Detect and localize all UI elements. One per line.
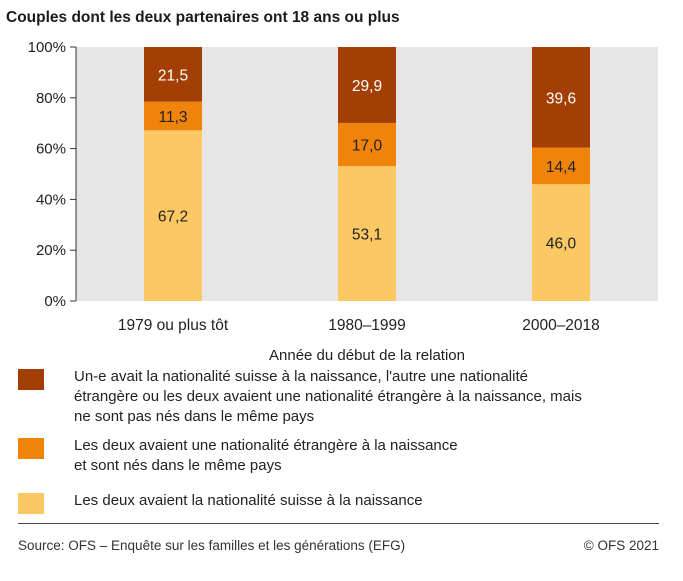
bar-segment (144, 130, 202, 301)
y-tick-label: 60% (36, 141, 66, 158)
chart-title: Couples dont les deux partenaires ont 18… (6, 9, 400, 26)
y-tick-label: 100% (28, 39, 66, 56)
data-label: 17,0 (352, 138, 383, 155)
data-label: 53,1 (352, 227, 382, 244)
legend-line: Les deux avaient la nationalité suisse à… (74, 492, 423, 509)
legend-swatch (18, 369, 44, 390)
x-tick-label: 2000–2018 (522, 317, 600, 334)
y-tick-label: 40% (36, 191, 66, 208)
footer-divider (18, 523, 659, 524)
bar-segment (144, 47, 202, 102)
legend-swatch (18, 438, 44, 459)
bar-segment (338, 47, 396, 123)
legend-label: Un-e avait la nationalité suisse à la na… (74, 367, 582, 427)
y-tick-label: 0% (44, 293, 66, 310)
data-label: 14,4 (546, 159, 577, 176)
legend-line: Un-e avait la nationalité suisse à la na… (74, 368, 528, 385)
bar-segment (338, 122, 396, 167)
x-tick-label: 1980–1999 (328, 317, 406, 334)
data-label: 39,6 (546, 90, 576, 107)
bar-segment (532, 147, 590, 185)
x-tick-label: 1979 ou plus tôt (118, 317, 229, 334)
legend-label: Les deux avaient une nationalité étrangè… (74, 436, 458, 476)
bar-segment (338, 166, 396, 301)
data-label: 67,2 (158, 209, 188, 226)
legend-swatch (18, 493, 44, 514)
legend-line: ne sont pas nés dans le même pays (74, 408, 315, 425)
copyright: © OFS 2021 (583, 538, 659, 553)
data-label: 29,9 (352, 78, 382, 95)
source-note: Source: OFS – Enquête sur les familles e… (18, 538, 406, 553)
x-axis-title: Année du début de la relation (269, 347, 465, 364)
data-label: 21,5 (158, 67, 188, 84)
bar-segment (532, 184, 590, 301)
legend-line: étrangère ou les deux avaient une nation… (74, 388, 582, 405)
bar-segment (532, 47, 590, 148)
stacked-bar-chart: 0% 20% 40% 60% 80% 100% 67,2 11,3 21,5 1979 ou pl… (28, 39, 658, 364)
data-label: 11,3 (158, 109, 187, 126)
y-tick-label: 80% (36, 90, 66, 107)
legend-label: Les deux avaient la nationalité suisse à… (74, 491, 423, 511)
legend-line: Les deux avaient une nationalité étrangè… (74, 437, 458, 454)
y-tick-label: 20% (36, 242, 66, 259)
bar-segment (144, 101, 202, 131)
legend-item-foreign-same-country: Les deux avaient une nationalité étrangè… (18, 436, 458, 476)
legend-line: et sont nés dans le même pays (74, 457, 282, 474)
data-label: 46,0 (546, 236, 577, 253)
legend-item-both-swiss: Les deux avaient la nationalité suisse à… (18, 491, 423, 514)
legend-item-mixed-or-foreign-different-country: Un-e avait la nationalité suisse à la na… (18, 367, 582, 427)
